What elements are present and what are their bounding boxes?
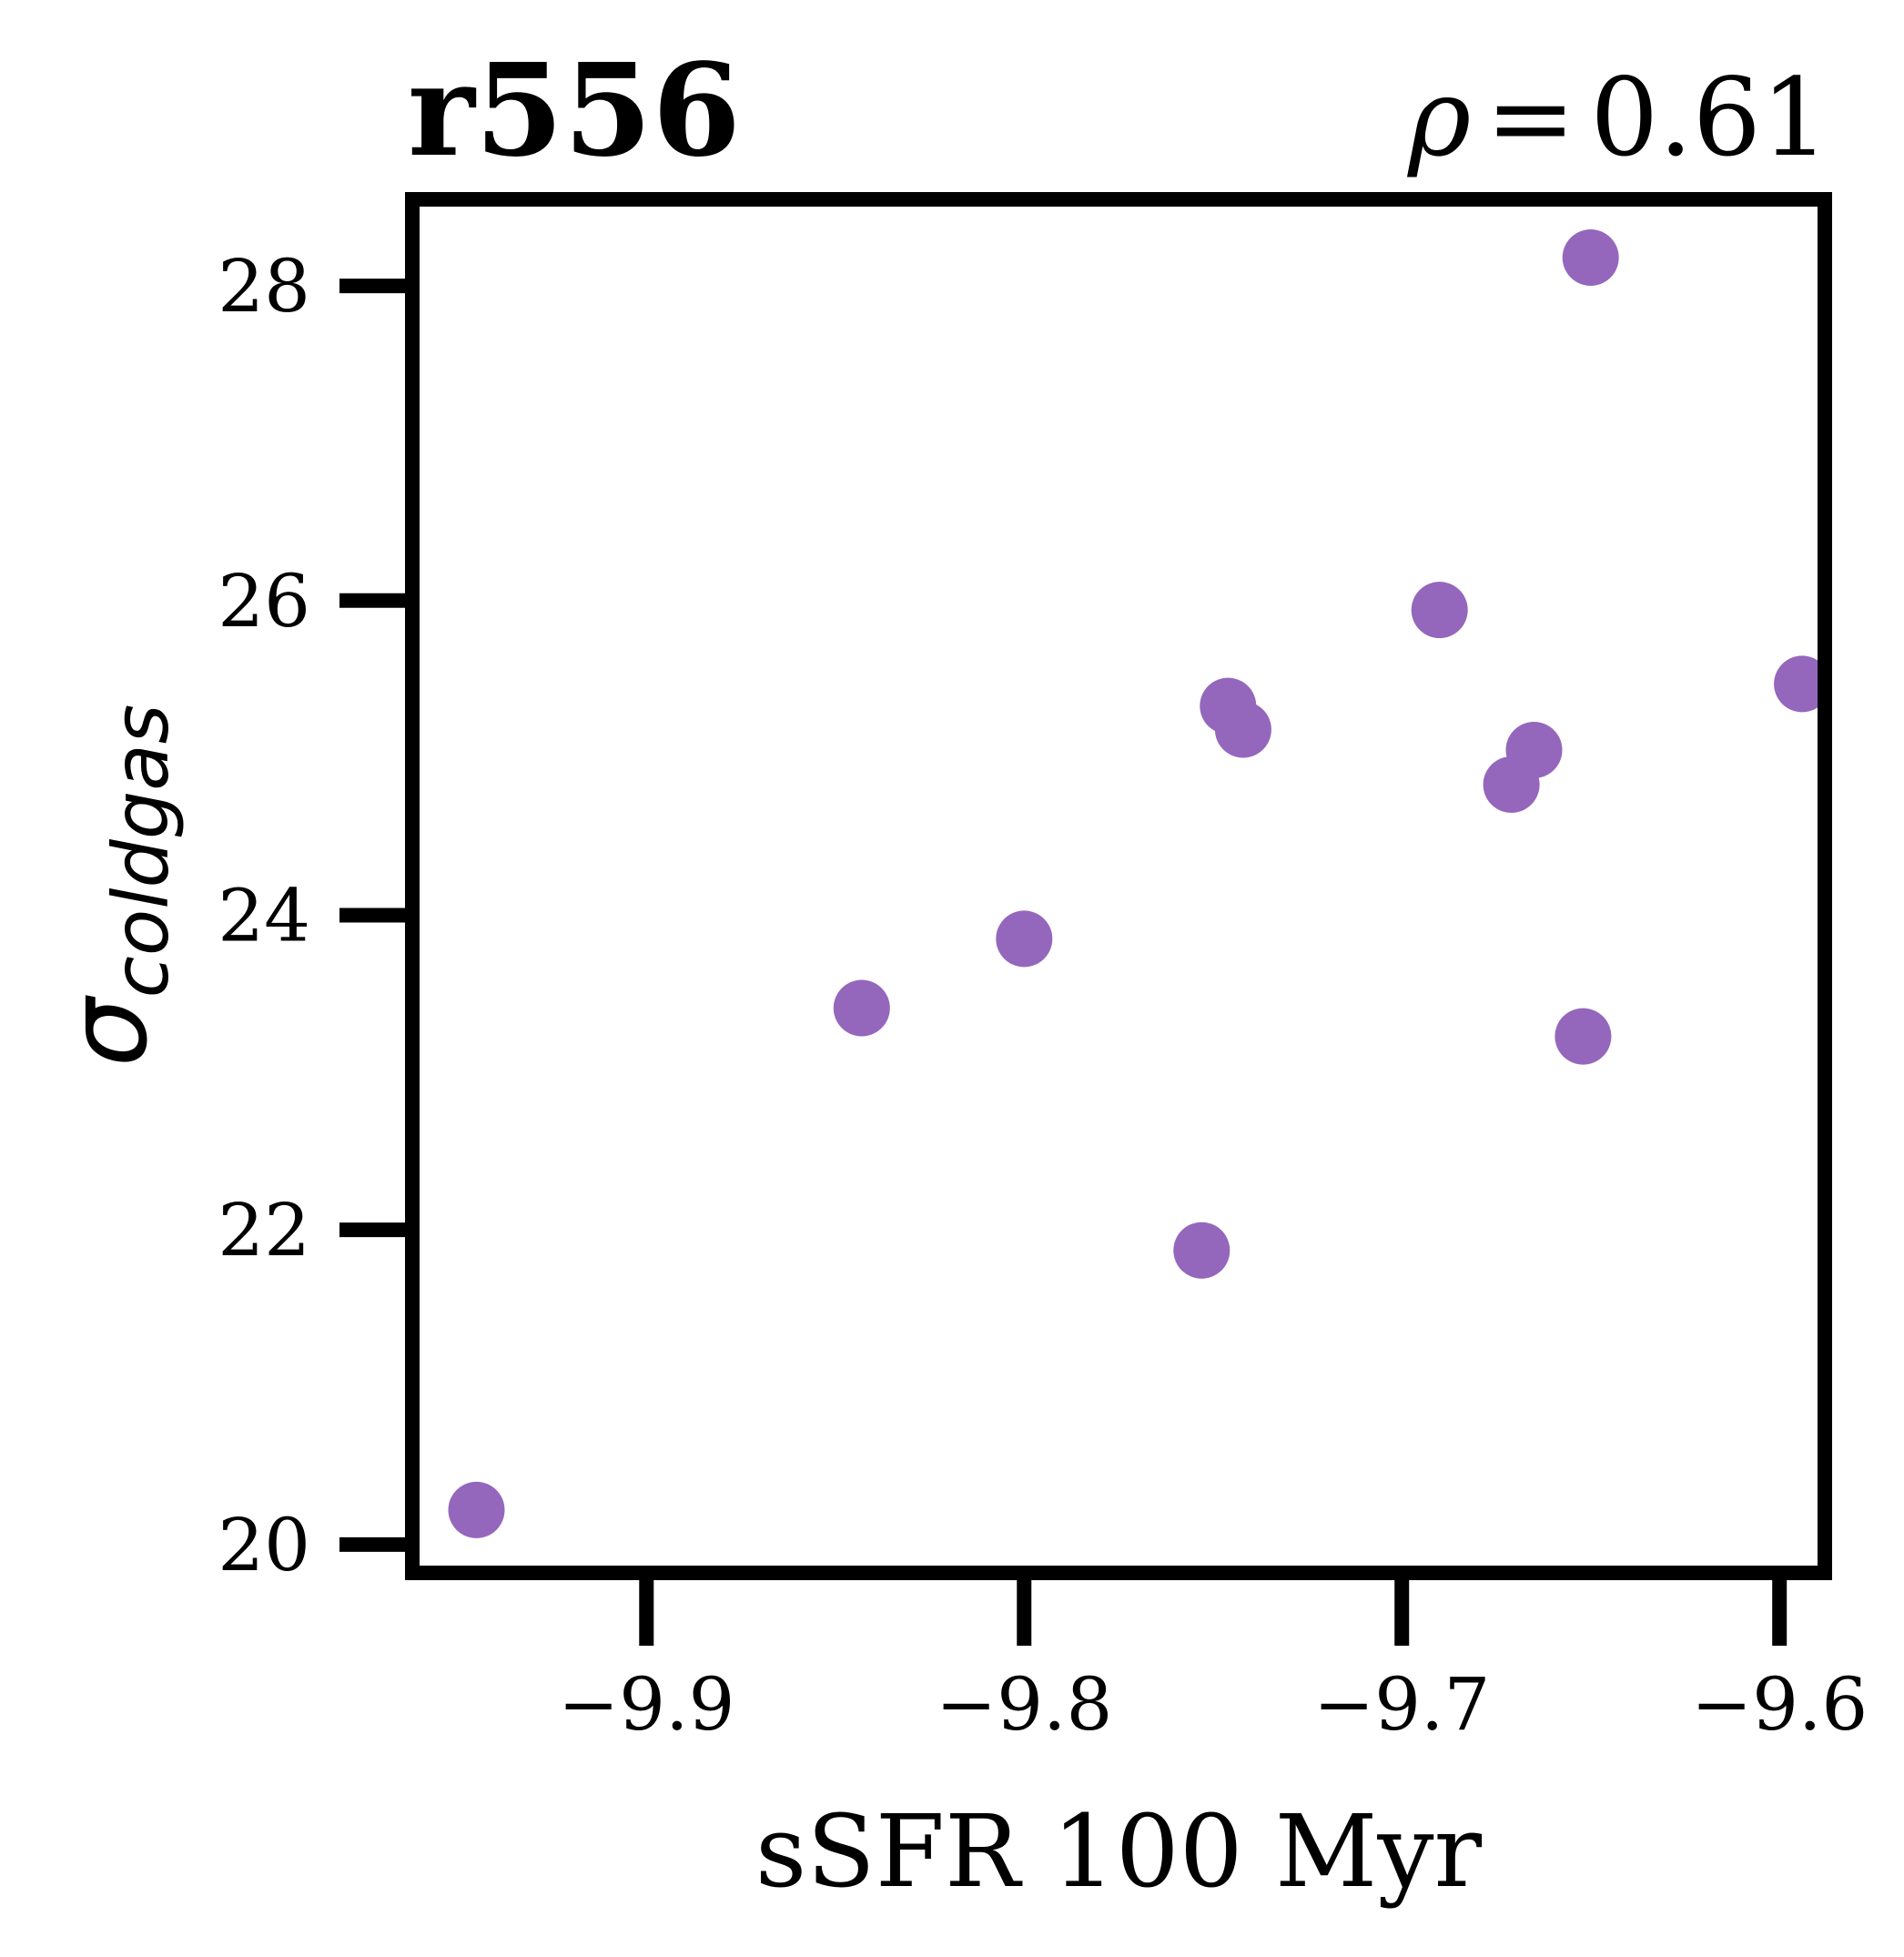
y-axis-ticks: 20 22 24 26 28	[218, 244, 412, 1587]
data-point-9	[1505, 722, 1563, 778]
x-tick-label: −9.8	[936, 1662, 1112, 1747]
x-axis-label: sSFR 100 Myr	[755, 1793, 1483, 1910]
x-axis-ticks: −9.9 −9.8 −9.7 −9.6	[558, 1573, 1868, 1747]
data-point-10	[1555, 1008, 1612, 1065]
chart-title: r556	[408, 36, 741, 186]
y-axis-label: σcoldgas	[46, 705, 186, 1068]
x-tick-label: −9.7	[1313, 1662, 1490, 1747]
y-tick-label: 24	[218, 873, 310, 958]
correlation-annotation: ρ = 0.61	[1406, 55, 1829, 180]
y-tick-label: 26	[218, 559, 310, 644]
plot-frame	[405, 192, 1832, 1580]
x-tick-label: −9.6	[1691, 1662, 1868, 1747]
equals-sign: =	[1485, 55, 1575, 180]
y-tick-label: 28	[218, 244, 310, 329]
data-point-6	[1214, 701, 1271, 758]
data-point-12	[1774, 655, 1831, 713]
data-point-3	[996, 910, 1053, 968]
sigma-symbol: σ	[46, 994, 172, 1067]
y-tick-label: 22	[218, 1188, 310, 1273]
correlation-value: 0.61	[1590, 55, 1829, 180]
data-point-11	[1562, 229, 1619, 286]
y-tick-label: 20	[218, 1503, 310, 1587]
data-point-7	[1411, 582, 1468, 639]
data-point-1	[448, 1481, 505, 1538]
data-point-4	[1173, 1222, 1231, 1279]
y-label-subscript: coldgas	[96, 705, 186, 999]
data-point-2	[833, 979, 890, 1037]
data-points	[448, 229, 1831, 1538]
rho-symbol: ρ	[1406, 55, 1471, 180]
x-tick-label: −9.9	[558, 1662, 734, 1747]
